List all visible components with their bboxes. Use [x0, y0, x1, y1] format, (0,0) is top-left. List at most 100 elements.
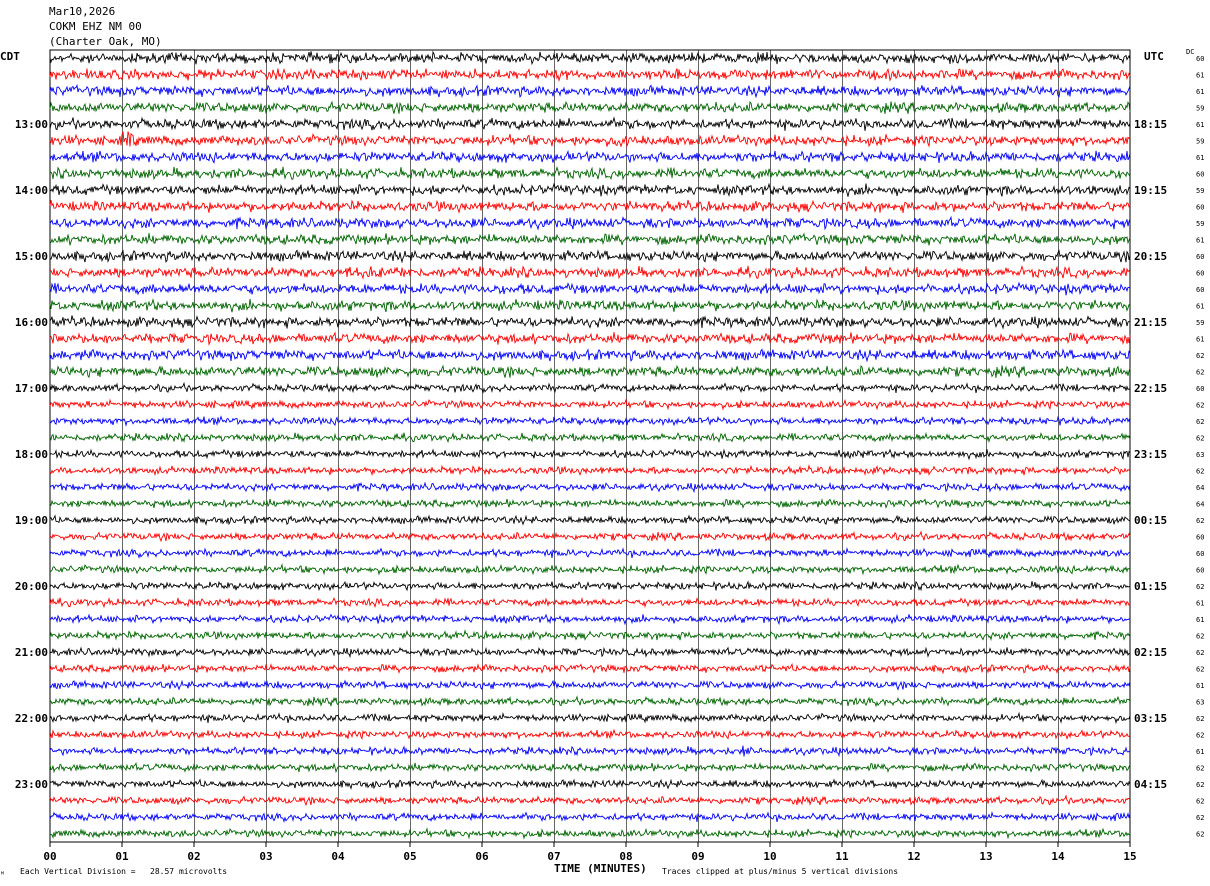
dc-offset-value: 62	[1196, 831, 1204, 839]
dc-offset-value: 60	[1196, 567, 1204, 575]
trace-row-27	[49, 481, 1131, 494]
x-tick-label-15: 15	[1123, 850, 1136, 863]
dc-offset-value: 62	[1196, 369, 1204, 377]
dc-offset-value: 62	[1196, 352, 1204, 360]
dc-offset-value: 60	[1196, 204, 1204, 212]
dc-offset-value: 62	[1196, 732, 1204, 740]
x-tick-label-06: 06	[475, 850, 489, 863]
x-tick-label-01: 01	[115, 850, 129, 863]
dc-offset-value: 62	[1196, 418, 1204, 426]
dc-offset-value: 61	[1196, 121, 1204, 129]
trace-row-25	[49, 448, 1131, 461]
trace-row-46	[49, 794, 1131, 807]
scale-note: Each Vertical Division = 28.57 microvolt…	[20, 867, 228, 876]
dc-offset-value: 62	[1196, 633, 1204, 641]
trace-row-19	[49, 347, 1131, 363]
dc-offset-value: 59	[1196, 319, 1204, 327]
dc-offset-value: 62	[1196, 402, 1204, 410]
trace-row-21	[49, 381, 1131, 394]
trace-row-12	[49, 232, 1131, 246]
trace-row-18	[49, 331, 1131, 346]
header-date: Mar10,2026	[49, 5, 116, 18]
dc-header-label: DC	[1186, 48, 1195, 56]
dc-offset-value: 60	[1196, 253, 1204, 261]
dc-offset-value: 59	[1196, 105, 1204, 113]
trace-row-33	[49, 580, 1131, 592]
x-tick-label-03: 03	[259, 850, 272, 863]
right-timezone-label: UTC	[1144, 50, 1164, 63]
dc-offset-value: 62	[1196, 468, 1204, 476]
trace-row-20	[49, 364, 1131, 379]
trace-row-9	[49, 182, 1131, 198]
trace-row-31	[49, 546, 1131, 559]
dc-offset-value: 62	[1196, 583, 1204, 591]
x-tick-label-13: 13	[979, 850, 992, 863]
dc-offset-value: 61	[1196, 600, 1204, 608]
left-timezone-label: CDT	[0, 50, 20, 63]
dc-offset-value: 62	[1196, 715, 1204, 723]
trace-row-16	[49, 298, 1131, 313]
dc-offset-value: 61	[1196, 616, 1204, 624]
x-tick-label-02: 02	[187, 850, 200, 863]
x-tick-label-00: 00	[43, 850, 56, 863]
dc-offset-value: 63	[1196, 451, 1204, 459]
trace-row-26	[49, 464, 1131, 477]
trace-row-3	[49, 83, 1131, 99]
trace-row-38	[49, 662, 1131, 675]
dc-offset-value: 61	[1196, 237, 1204, 245]
trace-row-14	[49, 264, 1131, 280]
trace-row-5	[49, 116, 1131, 131]
left-hour-label: 17:00	[15, 382, 48, 395]
trace-row-43	[49, 745, 1131, 758]
x-tick-label-12: 12	[907, 850, 920, 863]
dc-offset-value: 61	[1196, 88, 1204, 96]
trace-row-13	[49, 249, 1131, 264]
trace-row-47	[49, 810, 1131, 823]
dc-offset-value: 62	[1196, 666, 1204, 674]
dc-offset-value: 61	[1196, 303, 1204, 311]
x-tick-label-10: 10	[763, 850, 776, 863]
dc-offset-value: 59	[1196, 138, 1204, 146]
trace-row-24	[49, 431, 1131, 444]
x-tick-label-05: 05	[403, 850, 416, 863]
x-tick-label-11: 11	[835, 850, 849, 863]
trace-row-11	[49, 215, 1131, 231]
dc-offset-value: 60	[1196, 385, 1204, 393]
right-hour-label: 20:15	[1134, 250, 1167, 263]
dc-offset-value: 63	[1196, 699, 1204, 707]
dc-offset-value: 64	[1196, 484, 1204, 492]
clip-note: Traces clipped at plus/minus 5 vertical …	[662, 867, 899, 876]
trace-row-44	[49, 762, 1131, 774]
dc-offset-value: 59	[1196, 187, 1204, 195]
trace-row-39	[49, 679, 1131, 691]
dc-offset-value: 60	[1196, 55, 1204, 63]
trace-row-2	[49, 67, 1131, 83]
dc-offset-value: 62	[1196, 781, 1204, 789]
trace-row-8	[49, 165, 1131, 181]
dc-offset-value: 64	[1196, 501, 1204, 509]
right-hour-label: 19:15	[1134, 184, 1167, 197]
dc-offset-value: 61	[1196, 682, 1204, 690]
trace-row-35	[49, 613, 1131, 626]
right-hour-label: 21:15	[1134, 316, 1167, 329]
trace-row-34	[49, 596, 1131, 609]
header-location: (Charter Oak, MO)	[49, 35, 162, 48]
dc-offset-value: 60	[1196, 534, 1204, 542]
trace-row-41	[49, 711, 1131, 725]
x-axis-title: TIME (MINUTES)	[554, 862, 647, 875]
trace-row-15	[49, 281, 1131, 296]
right-hour-label: 02:15	[1134, 646, 1167, 659]
trace-row-36	[49, 629, 1131, 642]
dc-offset-value: 61	[1196, 748, 1204, 756]
dc-offset-value: 62	[1196, 517, 1204, 525]
plot-frame	[49, 49, 1131, 843]
x-tick-label-09: 09	[691, 850, 704, 863]
left-hour-label: 21:00	[15, 646, 48, 659]
dc-offset-value: 62	[1196, 765, 1204, 773]
dc-offset-value: 61	[1196, 154, 1204, 162]
left-hour-label: 22:00	[15, 712, 48, 725]
left-hour-label: 15:00	[15, 250, 48, 263]
trace-row-40	[49, 695, 1131, 708]
dc-offset-value: 60	[1196, 550, 1204, 558]
